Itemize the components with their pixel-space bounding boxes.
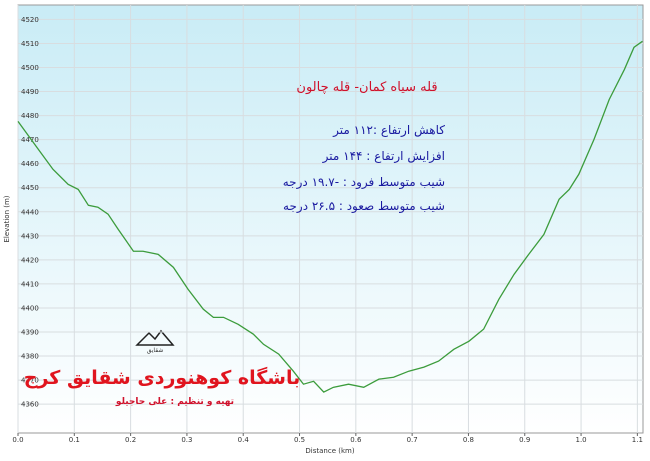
y-tick-label: 4470 (21, 136, 39, 144)
x-tick-label: 0.3 (181, 436, 192, 444)
x-tick-label: 0.1 (69, 436, 80, 444)
y-tick-label: 4430 (21, 232, 39, 240)
x-axis-label: Distance (km) (305, 447, 354, 455)
y-tick-label: 4520 (21, 16, 39, 24)
club-name: باشگاه کوهنوردی شقایق کرج (23, 367, 301, 389)
y-axis-label: Elevation (m) (3, 195, 11, 242)
logo-text: شقایق (147, 347, 164, 354)
info-line: شیب متوسط صعود : ۲۶.۵ درجه (283, 199, 445, 213)
x-tick-label: 0.2 (125, 436, 136, 444)
x-tick-label: 0.5 (294, 436, 305, 444)
x-tick-label: 0.0 (12, 436, 23, 444)
y-tick-label: 4500 (21, 64, 39, 72)
y-tick-label: 4400 (21, 304, 39, 312)
info-line: شیب متوسط فرود : -۱۹.۷ درجه (282, 175, 445, 189)
logo (135, 329, 175, 346)
y-tick-label: 4510 (21, 40, 39, 48)
y-tick-label: 4360 (21, 401, 39, 409)
y-tick-label: 4370 (21, 377, 39, 385)
plot-area (17, 4, 644, 434)
x-tick-label: 0.8 (463, 436, 474, 444)
y-tick-label: 4440 (21, 208, 39, 216)
y-tick-label: 4490 (21, 88, 39, 96)
y-tick-label: 4390 (21, 329, 39, 337)
y-tick-label: 4480 (21, 112, 39, 120)
y-tick-label: 4450 (21, 184, 39, 192)
y-tick-label: 4460 (21, 160, 39, 168)
info-line: افزایش ارتفاع : ۱۴۴ متر (322, 149, 445, 163)
y-tick-label: 4380 (21, 353, 39, 361)
x-tick-label: 0.6 (350, 436, 362, 444)
y-tick-label: 4420 (21, 256, 39, 264)
x-tick-label: 0.7 (407, 436, 418, 444)
x-tick-label: 1.0 (575, 436, 586, 444)
x-tick-label: 0.9 (519, 436, 530, 444)
info-line: کاهش ارتفاع :۱۱۲ متر (333, 123, 445, 137)
credit: تهیه و تنظیم : علی حاجیلو (115, 397, 235, 407)
elevation-line (17, 40, 643, 393)
y-tick-label: 4410 (21, 280, 39, 288)
x-tick-label: 1.1 (632, 436, 643, 444)
title: قله سیاه کمان- قله چالون (296, 80, 438, 95)
x-tick-label: 0.4 (238, 436, 250, 444)
